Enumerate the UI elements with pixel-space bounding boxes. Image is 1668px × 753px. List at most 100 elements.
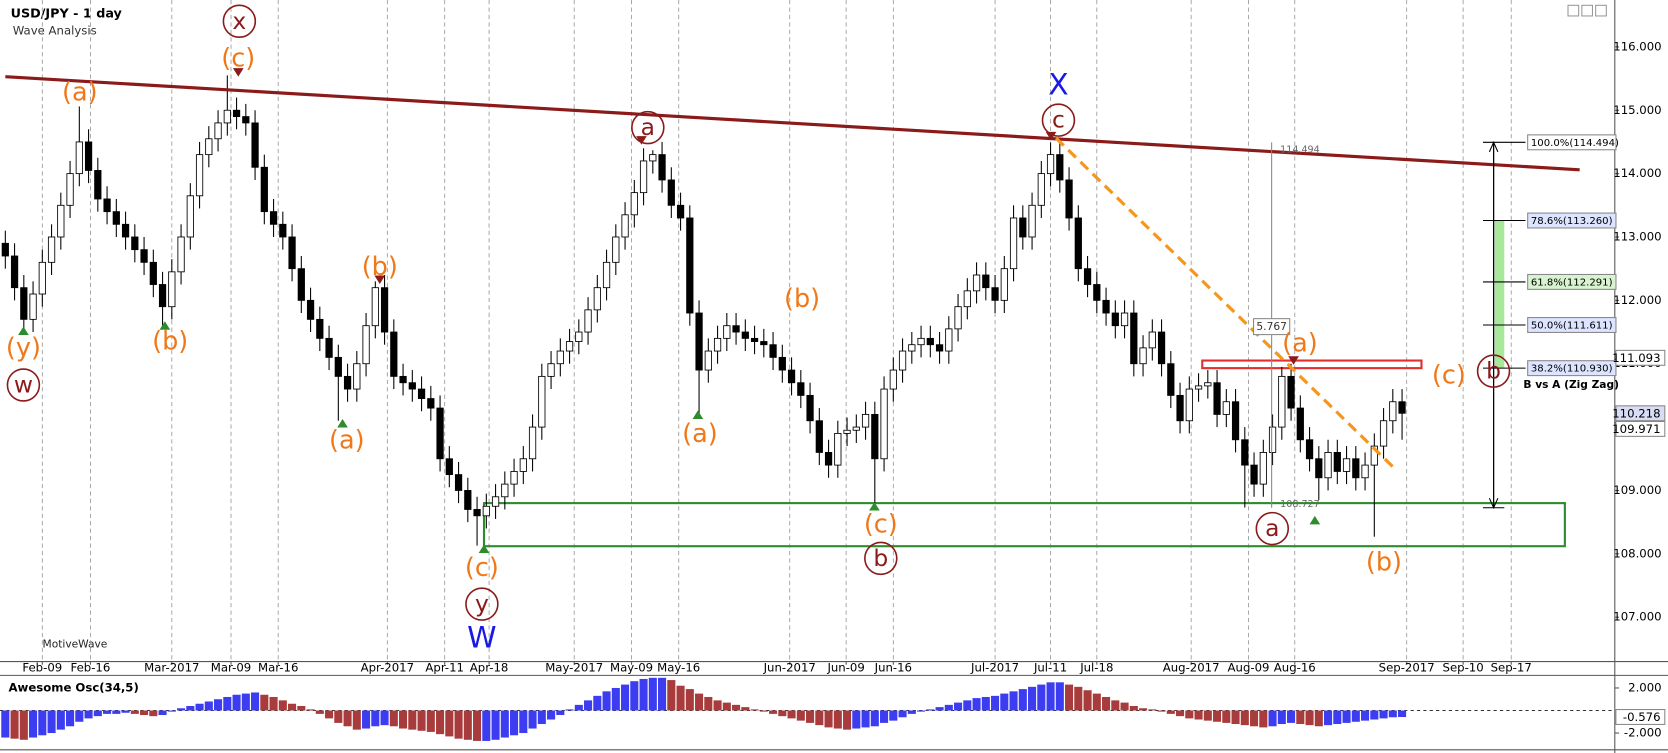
osc-bar: [861, 710, 870, 728]
candle-body: [491, 496, 500, 507]
osc-bar: [611, 687, 620, 711]
candle-body: [103, 198, 111, 213]
resistance-zone: [1201, 359, 1423, 370]
osc-bar: [556, 710, 565, 716]
y-tick-label: 114.000: [1613, 166, 1661, 180]
osc-bar: [806, 710, 815, 723]
measure-range: 5.767: [1256, 320, 1286, 333]
candle-body: [621, 214, 629, 238]
osc-bar: [852, 710, 861, 729]
candle-body: [1231, 401, 1240, 441]
candle-body: [168, 271, 176, 308]
toolbar-button[interactable]: [1595, 4, 1607, 17]
osc-bar: [214, 699, 223, 711]
x-tick-label: May-2017: [545, 660, 603, 674]
toolbar-button[interactable]: [1567, 4, 1580, 17]
price-label: 111.093: [1612, 351, 1660, 365]
osc-bar: [288, 703, 297, 711]
osc-bar: [278, 700, 287, 711]
candle-body: [565, 341, 574, 352]
wave-label: (b): [1366, 548, 1402, 578]
candle-body: [908, 344, 916, 352]
osc-title: Awesome Osc(34,5): [9, 681, 139, 695]
osc-bar: [149, 710, 158, 717]
osc-bar: [528, 710, 537, 729]
wave-circle: [222, 4, 257, 39]
osc-bar: [112, 710, 121, 714]
osc-bar: [593, 695, 602, 711]
toolbar[interactable]: [1567, 4, 1607, 17]
candle-body: [75, 141, 83, 175]
osc-bar: [1351, 710, 1360, 722]
pivot-low: [1309, 515, 1321, 525]
osc-bar: [954, 702, 963, 711]
candle-body: [1333, 452, 1341, 472]
candle-body: [84, 141, 93, 171]
candle-body: [704, 350, 712, 371]
fib-label: 100.0%(114.494): [1531, 138, 1619, 149]
wave-circle: [465, 587, 499, 621]
osc-bar: [741, 707, 750, 711]
osc-bar: [1398, 710, 1407, 717]
osc-bar: [167, 710, 176, 712]
osc-bar: [621, 684, 630, 711]
x-tick-label: Mar-09: [211, 660, 251, 674]
pivot-high: [374, 275, 386, 284]
osc-bar: [547, 710, 556, 720]
candle-body: [1315, 458, 1323, 479]
x-tick-label: Aug-09: [1228, 660, 1270, 674]
candle-body: [1148, 331, 1156, 349]
candle-body: [399, 375, 407, 384]
osc-bar: [463, 710, 472, 740]
candle-body: [639, 160, 648, 194]
candle-body: [1120, 312, 1129, 327]
candle-body: [593, 287, 601, 311]
candle-body: [1389, 401, 1397, 422]
osc-bar: [158, 710, 167, 716]
candle-body: [1065, 179, 1073, 219]
osc-bar: [1055, 682, 1064, 711]
osc-bar: [1203, 710, 1212, 721]
osc-bar: [251, 692, 260, 711]
wave-label: x: [232, 7, 246, 35]
candle-body: [797, 382, 805, 396]
candle-body: [57, 204, 65, 238]
candle-body: [1037, 173, 1045, 206]
fib-label-box: [1527, 273, 1617, 290]
candle-body: [519, 458, 527, 472]
osc-bar: [602, 691, 611, 711]
fib-label-box: [1527, 212, 1617, 229]
osc-bar: [130, 710, 139, 714]
y-tick-label: 109.000: [1613, 483, 1661, 497]
osc-value-label: -0.576: [1623, 710, 1661, 724]
osc-bar: [667, 680, 676, 711]
candle-body: [991, 287, 999, 301]
wave-label: (a): [62, 78, 98, 108]
candle-body: [260, 166, 268, 213]
osc-bar: [352, 710, 361, 730]
osc-bar: [1268, 710, 1277, 727]
osc-bar: [454, 710, 463, 739]
candle-body: [205, 138, 213, 156]
candle-body: [334, 356, 342, 377]
osc-bar: [769, 710, 778, 714]
fib-label-box: [1527, 317, 1617, 333]
fib-zone: [1494, 220, 1505, 369]
x-tick-label: Apr-18: [470, 660, 509, 674]
osc-bar: [84, 710, 93, 719]
toolbar-button[interactable]: [1581, 4, 1594, 17]
candle-body: [1056, 154, 1064, 181]
x-tick-label: May-16: [657, 660, 700, 674]
candle-body: [1093, 284, 1101, 301]
x-tick-label: Jul-2017: [970, 660, 1019, 674]
candle-body: [612, 236, 620, 263]
candle-body: [963, 290, 971, 308]
osc-bar: [1000, 693, 1009, 711]
candle-body: [815, 420, 823, 453]
candle-body: [316, 318, 324, 339]
candle-body: [760, 341, 768, 346]
osc-bar: [889, 710, 898, 721]
